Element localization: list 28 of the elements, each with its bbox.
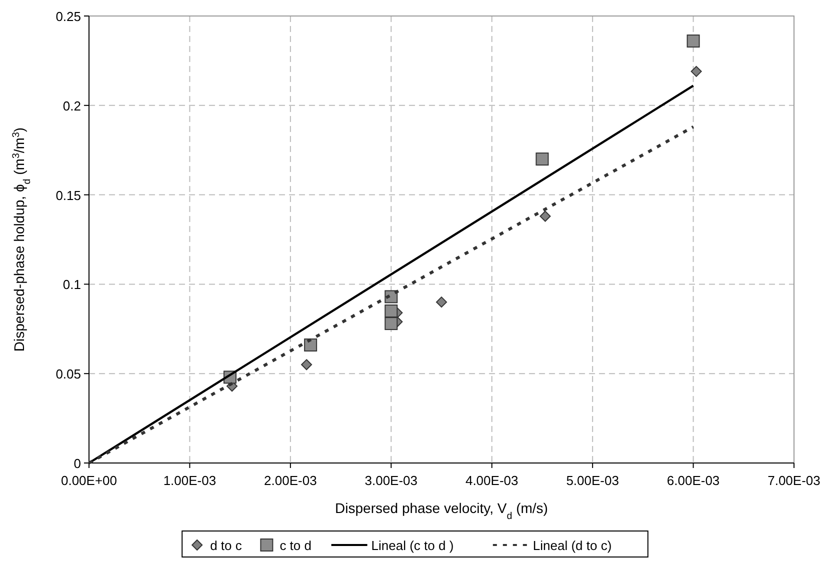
legend-label: c to d [280, 538, 312, 553]
point [540, 210, 551, 222]
point [436, 296, 447, 308]
x-tick-label: 4.00E-03 [465, 473, 518, 488]
y-tick-label: 0.15 [56, 188, 81, 203]
x-tick-label: 6.00E-03 [666, 473, 720, 488]
point [304, 338, 318, 352]
y-tick-label: 0.2 [62, 98, 81, 114]
point [686, 34, 700, 48]
x-tick-label: 5.00E-03 [566, 473, 619, 488]
y-tick-label: 0.1 [62, 277, 81, 292]
x-tick-label: 7.00E-03 [768, 473, 820, 488]
x-axis-title: Dispersed phase velocity, V$_{d}$ (m/s) [335, 500, 548, 522]
point [536, 152, 549, 166]
x-tick-label: 0.00E+00 [60, 473, 118, 488]
point [690, 66, 702, 77]
x-tick-label: 2.00E-03 [264, 473, 317, 488]
legend-label: Lineal (c to d ) [371, 538, 454, 553]
legend-label: d to c [210, 538, 242, 553]
point [384, 304, 398, 318]
y-tick-label: 0.25 [56, 9, 81, 24]
point [301, 359, 312, 370]
x-tick-label: 3.00E-03 [364, 473, 418, 488]
y-tick-label: 0.05 [56, 366, 81, 382]
y-tick-label: 0 [74, 456, 81, 471]
x-tick-label: 1.00E-03 [163, 473, 216, 488]
point [384, 317, 398, 330]
legend-label: Lineal (d to c) [532, 538, 612, 553]
